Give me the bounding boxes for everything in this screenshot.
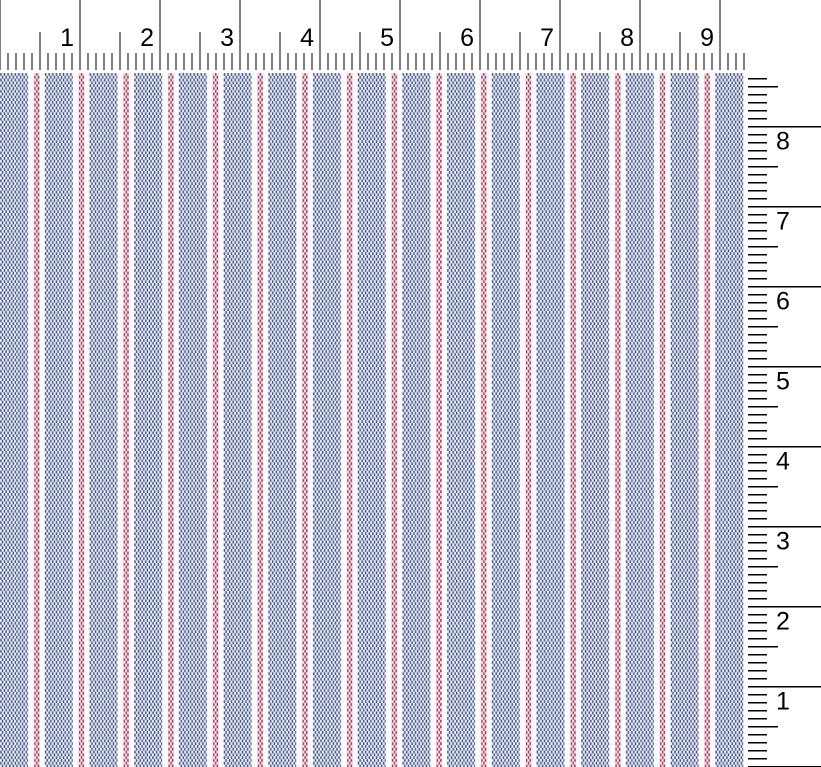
svg-text:4: 4 [776,447,790,475]
svg-text:7: 7 [540,24,554,52]
svg-text:2: 2 [140,24,154,52]
svg-text:6: 6 [460,24,474,52]
svg-text:6: 6 [776,287,790,315]
svg-text:5: 5 [776,367,790,395]
svg-text:1: 1 [776,687,790,715]
svg-text:1: 1 [60,24,74,52]
svg-text:2: 2 [776,607,790,635]
svg-text:3: 3 [776,527,790,555]
svg-text:8: 8 [620,24,634,52]
svg-text:3: 3 [220,24,234,52]
svg-text:4: 4 [300,24,314,52]
svg-text:9: 9 [700,24,714,52]
svg-text:8: 8 [776,127,790,155]
svg-text:7: 7 [776,207,790,235]
svg-text:5: 5 [380,24,394,52]
